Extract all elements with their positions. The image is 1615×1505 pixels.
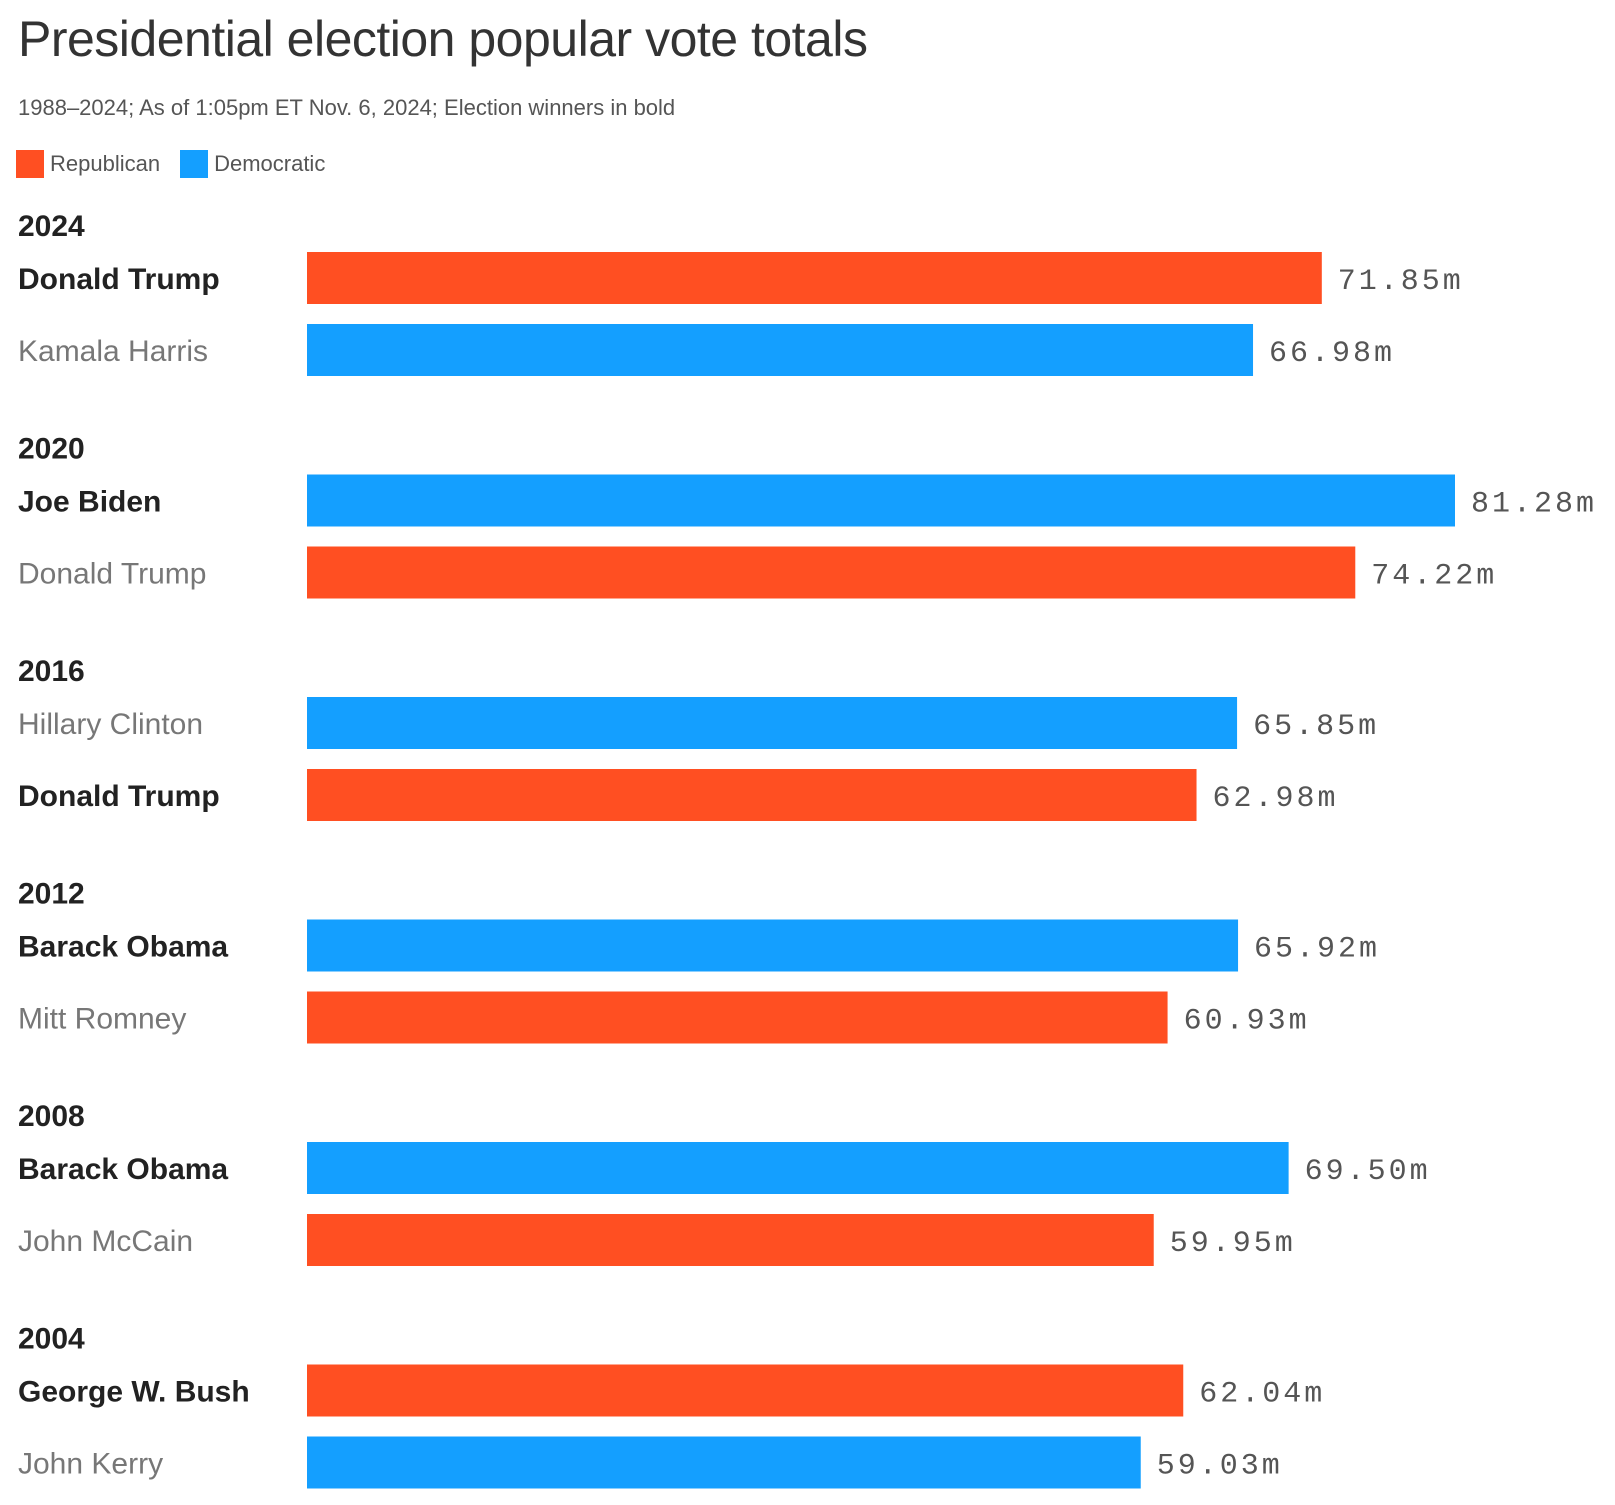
value-label: 62.98m xyxy=(1213,782,1339,816)
candidate-label: John Kerry xyxy=(18,1448,163,1481)
year-label: 2020 xyxy=(18,433,85,466)
bar xyxy=(307,769,1197,821)
year-label: 2024 xyxy=(18,210,85,243)
chart-title: Presidential election popular vote total… xyxy=(18,11,868,67)
value-label: 71.85m xyxy=(1338,265,1464,299)
year-label: 2016 xyxy=(18,655,85,688)
bar xyxy=(307,324,1254,376)
candidate-label: Donald Trump xyxy=(18,263,220,296)
candidate-label: George W. Bush xyxy=(18,1376,250,1409)
value-label: 66.98m xyxy=(1269,337,1395,371)
legend-swatch-democratic xyxy=(180,150,209,178)
bar xyxy=(307,697,1238,749)
legend-swatch-republican xyxy=(16,150,44,178)
bar xyxy=(307,1364,1184,1417)
bar xyxy=(307,252,1322,304)
chart-subtitle: 1988–2024; As of 1:05pm ET Nov. 6, 2024;… xyxy=(18,95,676,120)
bar xyxy=(307,1142,1289,1194)
year-label: 2004 xyxy=(18,1323,85,1356)
legend-label-democratic: Democratic xyxy=(214,151,326,176)
bar xyxy=(307,546,1356,599)
candidate-label: Barack Obama xyxy=(18,1153,228,1186)
value-label: 60.93m xyxy=(1184,1005,1310,1039)
candidate-label: Mitt Romney xyxy=(18,1003,186,1036)
legend: Republican Democratic xyxy=(16,150,345,178)
legend-item-republican: Republican xyxy=(16,150,160,178)
candidate-label: Donald Trump xyxy=(18,558,206,591)
bar xyxy=(307,919,1239,972)
value-label: 65.85m xyxy=(1253,710,1379,744)
legend-item-democratic: Democratic xyxy=(180,150,325,178)
candidate-label: Donald Trump xyxy=(18,780,220,813)
year-label: 2008 xyxy=(18,1100,85,1133)
candidate-label: Kamala Harris xyxy=(18,335,208,368)
value-label: 62.04m xyxy=(1199,1378,1325,1412)
bar xyxy=(307,1436,1141,1489)
candidate-label: Hillary Clinton xyxy=(18,708,203,741)
candidate-label: Barack Obama xyxy=(18,931,228,964)
legend-label-republican: Republican xyxy=(50,151,161,176)
value-label: 65.92m xyxy=(1254,933,1380,967)
candidate-label: John McCain xyxy=(18,1225,193,1258)
candidate-label: Joe Biden xyxy=(18,486,161,519)
value-label: 69.50m xyxy=(1305,1155,1431,1189)
value-label: 81.28m xyxy=(1471,488,1597,522)
value-label: 74.22m xyxy=(1371,560,1497,594)
bar xyxy=(307,1214,1154,1266)
value-label: 59.95m xyxy=(1170,1227,1296,1261)
value-label: 59.03m xyxy=(1157,1450,1283,1484)
year-label: 2012 xyxy=(18,878,85,911)
bar xyxy=(307,991,1168,1044)
bar xyxy=(307,474,1455,527)
